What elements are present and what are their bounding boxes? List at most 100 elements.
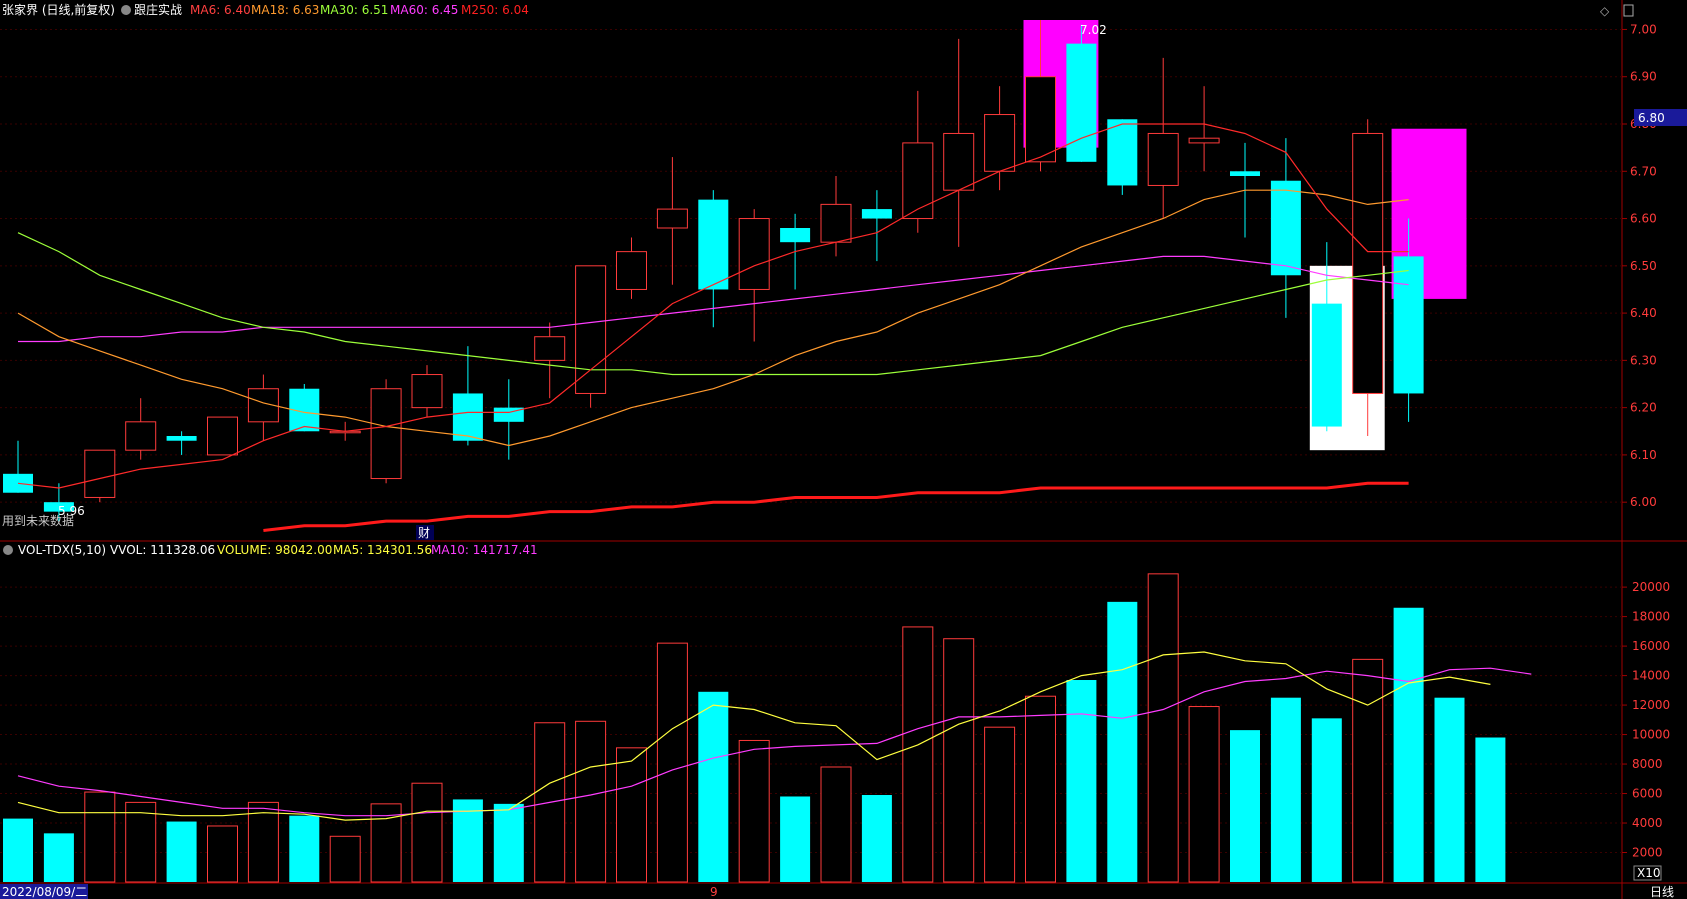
ma6-line (17, 123, 1409, 489)
candle-body-up[interactable] (207, 416, 238, 456)
volume-bar-down[interactable] (861, 795, 892, 882)
high-price-label: 7.02 (1080, 23, 1107, 37)
price-tick-label: 6.60 (1630, 212, 1657, 226)
finance-marker[interactable]: 财 (418, 526, 430, 540)
volume-bar-up[interactable] (125, 801, 157, 883)
period-label[interactable]: 日线 (1650, 885, 1674, 899)
candle-body-up[interactable] (575, 265, 607, 394)
volume-bar-up[interactable] (943, 638, 975, 883)
volume-bar-up[interactable] (984, 726, 1016, 883)
volume-bar-up[interactable] (207, 825, 238, 883)
candle-body-up[interactable] (1025, 76, 1056, 163)
diamond-icon[interactable]: ◇ (1600, 4, 1610, 18)
candle-body-down[interactable] (166, 436, 197, 441)
candle-body-down[interactable] (1230, 171, 1260, 176)
candle-body-up[interactable] (1352, 132, 1384, 394)
price-tick-label: 6.50 (1630, 259, 1657, 273)
volume-bar-up[interactable] (84, 791, 116, 883)
volume-bar-up[interactable] (411, 782, 443, 883)
candle-body-up[interactable] (616, 251, 647, 290)
price-tick-label: 6.40 (1630, 306, 1657, 320)
current-date: 2022/08/09/二 (2, 885, 87, 899)
volume-bar-down[interactable] (493, 803, 524, 882)
volume-tick-label: 16000 (1632, 639, 1670, 653)
price-tick-label: 6.10 (1630, 448, 1657, 462)
volume-bar-down[interactable] (1230, 730, 1260, 882)
price-tick-label: 6.00 (1630, 495, 1657, 509)
volume-bar-up[interactable] (1025, 695, 1056, 883)
volume-tick-label: 12000 (1632, 698, 1670, 712)
candle-body-down[interactable] (1311, 303, 1342, 427)
candle-body-up[interactable] (902, 142, 934, 220)
price-tick-label: 6.70 (1630, 164, 1657, 178)
candle-body-up[interactable] (943, 132, 975, 191)
window-icon[interactable] (1623, 4, 1634, 17)
candle-body-up[interactable] (984, 114, 1016, 172)
candle-body-up[interactable] (820, 203, 852, 243)
vol-toggle-icon[interactable] (3, 545, 13, 555)
candle-body-down[interactable] (780, 228, 811, 243)
volume-bar-down[interactable] (1475, 737, 1506, 882)
vol-ma5-label: MA5: 134301.56 (333, 543, 432, 557)
candle-body-down[interactable] (43, 502, 74, 512)
indicator-toggle-icon[interactable] (121, 5, 131, 15)
chart-title: 张家界 (日线,前复权) (2, 2, 115, 17)
volume-bar-up[interactable] (1352, 658, 1384, 883)
volume-bar-up[interactable] (329, 835, 361, 883)
candle-body-up[interactable] (1147, 132, 1179, 186)
price-tick-label: 7.00 (1630, 22, 1657, 36)
volume-bar-down[interactable] (780, 796, 811, 882)
vvol-label: VVOL: 111328.06 (110, 543, 215, 557)
candle-body-up[interactable] (738, 218, 770, 290)
candle-body-down[interactable] (861, 209, 892, 219)
volume-bar-up[interactable] (820, 766, 852, 883)
volume-bar-down[interactable] (452, 799, 483, 882)
volume-bar-up[interactable] (1147, 573, 1179, 883)
zoom-box[interactable] (1633, 865, 1662, 881)
candle-body-down[interactable] (1393, 256, 1424, 394)
volume-bar-down[interactable] (698, 691, 729, 882)
volume-bar-down[interactable] (1434, 697, 1465, 882)
candle-body-up[interactable] (125, 421, 157, 451)
price-tick-label: 6.20 (1630, 401, 1657, 415)
candle-body-up[interactable] (656, 208, 688, 229)
candle-body-down[interactable] (452, 393, 483, 441)
volume-ma5-line (17, 651, 1491, 821)
candle-body-up[interactable] (84, 449, 116, 498)
volume-bar-up[interactable] (902, 626, 934, 883)
volume-bar-down[interactable] (1393, 607, 1424, 882)
candle-body-up[interactable] (534, 336, 566, 361)
volume-bar-up[interactable] (656, 642, 688, 883)
ma18-label: MA18: 6.63 (251, 3, 319, 17)
candle-body-up[interactable] (411, 374, 443, 409)
m250-label: M250: 6.04 (461, 3, 529, 17)
candle-body-up[interactable] (370, 388, 402, 480)
volume-bar-up[interactable] (738, 739, 770, 883)
volume-bar-down[interactable] (1270, 697, 1301, 882)
volume-bar-down[interactable] (1107, 601, 1138, 882)
volume-bar-down[interactable] (1311, 718, 1342, 882)
ma30-line (17, 232, 1409, 376)
zoom-label[interactable]: X10 (1637, 866, 1661, 880)
candle-body-up[interactable] (1188, 137, 1220, 144)
m250-line (263, 481, 1409, 532)
volume-bar-up[interactable] (247, 801, 279, 883)
volume-bar-down[interactable] (166, 821, 197, 882)
finance-marker-box[interactable] (416, 525, 434, 540)
volume-bar-up[interactable] (575, 720, 607, 883)
ma60-label: MA60: 6.45 (390, 3, 458, 17)
vol-ma10-label: MA10: 141717.41 (431, 543, 538, 557)
candle-body-down[interactable] (1270, 180, 1301, 276)
candle-body-down[interactable] (1107, 119, 1138, 186)
candle-body-down[interactable] (1066, 43, 1097, 162)
volume-bar-down[interactable] (3, 818, 33, 882)
volume-bar-down[interactable] (289, 815, 320, 882)
volume-bar-down[interactable] (1066, 680, 1097, 882)
volume-bar-up[interactable] (1188, 706, 1220, 883)
volume-tick-label: 8000 (1632, 757, 1663, 771)
candle-body-down[interactable] (3, 473, 33, 493)
price-tick-label: 6.30 (1630, 353, 1657, 367)
volume-bar-down[interactable] (43, 833, 74, 882)
candle-body-down[interactable] (698, 199, 729, 290)
volume-bar-up[interactable] (616, 747, 647, 883)
